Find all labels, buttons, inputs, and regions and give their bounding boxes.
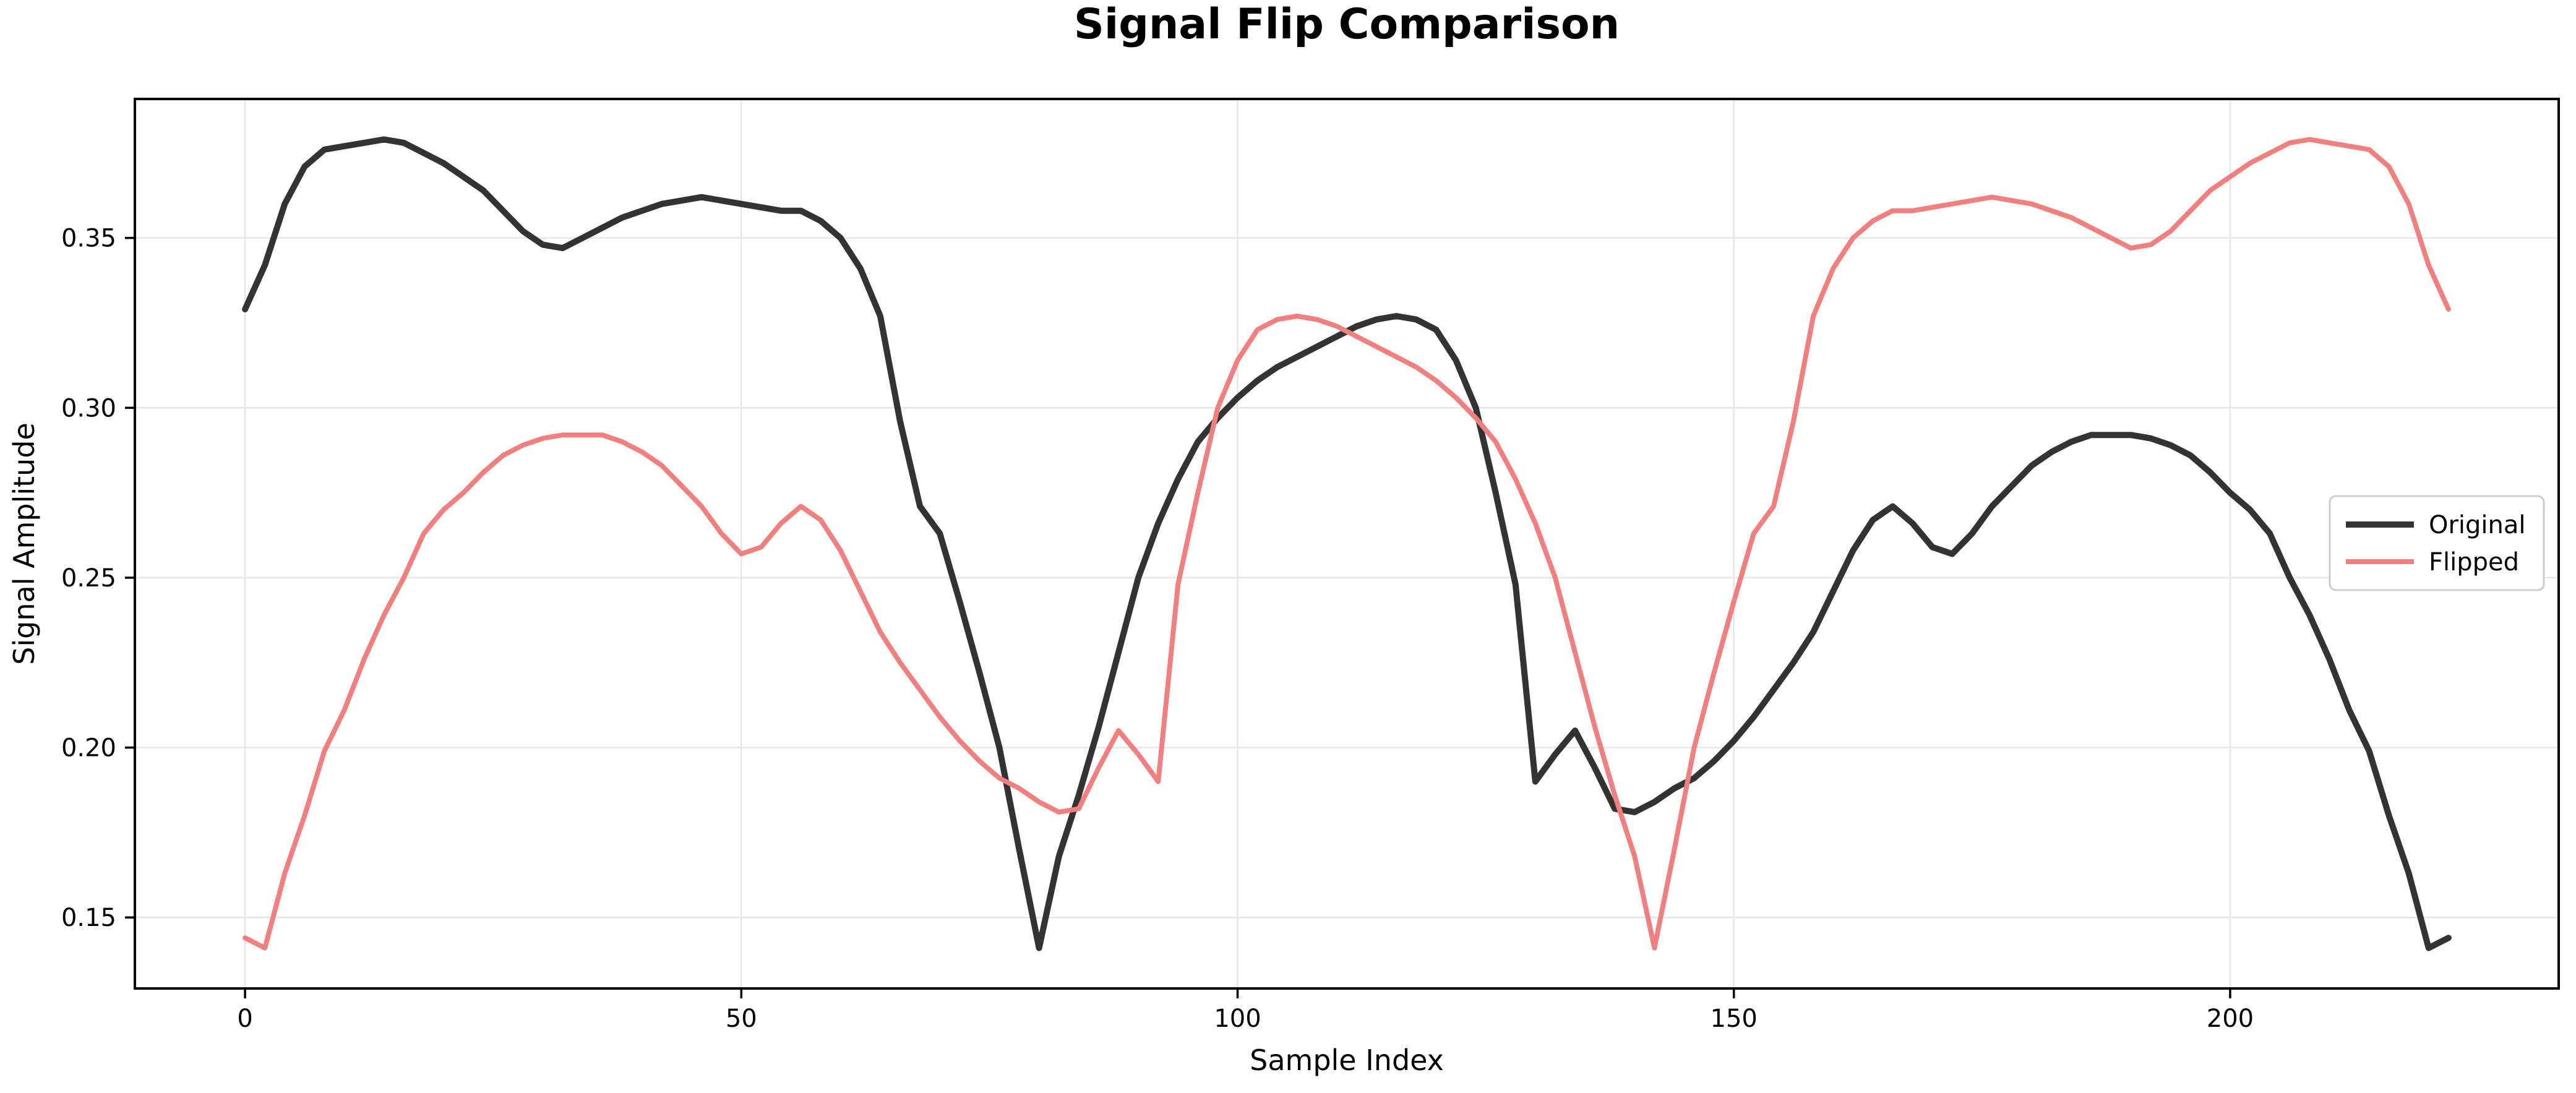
chart-title: Signal Flip Comparison bbox=[1074, 0, 1620, 49]
y-tick-label-0.3: 0.30 bbox=[61, 394, 116, 422]
legend-box bbox=[2329, 495, 2545, 591]
x-tick-label-50: 50 bbox=[726, 1005, 757, 1033]
x-tick-label-0: 0 bbox=[237, 1005, 252, 1033]
y-tick-label-0.25: 0.25 bbox=[61, 564, 116, 593]
x-tick-label-200: 200 bbox=[2207, 1005, 2254, 1033]
axes-spines bbox=[134, 98, 2560, 990]
y-tick-label-0.35: 0.35 bbox=[61, 225, 116, 253]
grid-lines bbox=[135, 99, 2559, 988]
x-tick-label-100: 100 bbox=[1214, 1005, 1261, 1033]
series-line-original bbox=[242, 136, 2452, 951]
series-lines bbox=[242, 136, 2452, 951]
legend-label-original: Original bbox=[2429, 511, 2526, 539]
legend: Original Flipped bbox=[2329, 495, 2545, 591]
axis-ticks: 0 50 100 150 200 0.15 0.20 0.25 0.30 0.35 bbox=[61, 225, 2254, 1033]
series-line-flipped bbox=[243, 137, 2451, 951]
y-tick-label-0.15: 0.15 bbox=[61, 904, 116, 932]
x-tick-label-150: 150 bbox=[1711, 1005, 1758, 1033]
legend-label-flipped: Flipped bbox=[2429, 548, 2519, 577]
y-axis-label: Signal Amplitude bbox=[7, 422, 41, 665]
y-tick-label-0.2: 0.20 bbox=[61, 734, 116, 763]
x-axis-label: Sample Index bbox=[1250, 1044, 1444, 1077]
